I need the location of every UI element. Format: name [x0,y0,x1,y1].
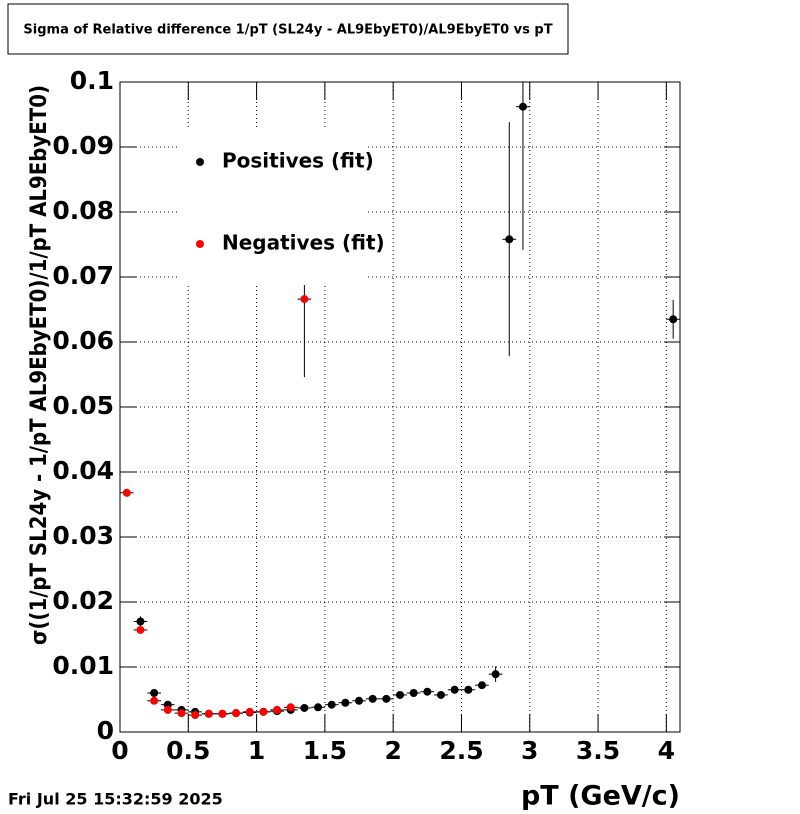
y-tick-label: 0.04 [52,456,114,485]
data-point [273,705,282,714]
x-tick-label: 0.5 [166,736,210,765]
data-point [669,315,678,324]
title-box [7,3,569,55]
data-point [382,694,391,703]
x-tick-label: 0 [111,736,128,765]
x-tick-label: 1.5 [303,736,347,765]
data-point [136,625,145,634]
data-point [218,709,227,718]
data-point [300,295,309,304]
x-tick-label: 2 [384,736,401,765]
chart-title: Sigma of Relative difference 1/pT (SL24y… [23,23,552,38]
data-point [163,705,172,714]
legend-box [180,130,365,285]
x-tick-label: 3 [521,736,538,765]
data-point [341,698,350,707]
x-tick-label: 4 [658,736,675,765]
y-tick-label: 0.05 [52,391,114,420]
y-tick-label: 0.09 [52,131,114,160]
legend-label: Negatives (fit) [222,231,385,255]
y-tick-label: 0.06 [52,326,114,355]
y-tick-label: 0.02 [52,586,114,615]
y-tick-label: 0.1 [70,66,114,95]
data-point [204,709,213,718]
data-point [505,235,514,244]
y-tick-label: 0.03 [52,521,114,550]
y-tick-label: 0.07 [52,261,114,290]
x-axis-label: pT (GeV/c) [521,781,680,812]
x-tick-label: 1 [248,736,265,765]
data-point [177,709,186,718]
data-point [300,703,309,712]
grid [119,81,680,733]
data-point [409,689,418,697]
data-point [518,102,527,111]
y-axis-label: σ((1/pT SL24y - 1/pT AL9EbyET0)/1/pT AL9… [27,85,52,645]
data-point [368,694,377,703]
y-tick-label: 0 [97,716,114,745]
data-point [191,711,200,720]
data-point [259,707,268,716]
legend-marker [196,240,204,248]
data-point [232,709,241,718]
data-point [245,707,254,716]
data-point [450,685,459,694]
data-point [314,703,323,712]
x-tick-label: 3.5 [576,736,620,765]
data-point [355,696,364,705]
x-tick-label: 2.5 [439,736,483,765]
data-point [396,690,404,699]
data [120,82,680,720]
y-tick-label: 0.08 [52,196,114,225]
data-point [423,687,432,696]
legend-label: Positives (fit) [222,149,374,173]
legend: Positives (fit) Negatives (fit) [180,130,385,285]
data-point [286,703,295,712]
data-point [122,488,131,497]
y-tick-label: 0.01 [52,651,114,680]
data-point [491,670,500,679]
data-point [136,617,145,626]
data-point [464,685,473,694]
data-point [150,696,159,705]
data-point [150,689,159,697]
data-point [327,700,336,709]
legend-marker [196,158,204,166]
data-point [477,681,486,690]
timestamp: Fri Jul 25 15:32:59 2025 [8,790,223,809]
data-point [436,690,445,699]
